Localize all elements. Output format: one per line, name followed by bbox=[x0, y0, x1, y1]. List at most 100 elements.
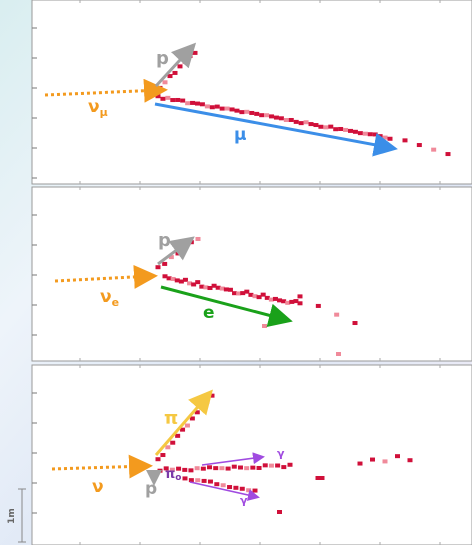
panels bbox=[31, 0, 472, 546]
hit bbox=[252, 294, 258, 299]
hit bbox=[180, 427, 186, 432]
hit bbox=[370, 457, 375, 462]
hit bbox=[275, 463, 281, 468]
hit bbox=[382, 135, 388, 140]
hit bbox=[387, 136, 393, 141]
hit bbox=[219, 466, 225, 471]
hit bbox=[180, 98, 186, 103]
hit bbox=[431, 147, 437, 152]
hit bbox=[188, 468, 194, 473]
hit bbox=[162, 261, 168, 266]
hit bbox=[213, 466, 219, 471]
hit bbox=[372, 132, 378, 137]
hit bbox=[313, 123, 319, 128]
hit bbox=[233, 485, 239, 490]
hit bbox=[293, 299, 299, 304]
hit bbox=[303, 120, 309, 125]
hit bbox=[155, 94, 161, 99]
hit bbox=[199, 284, 205, 289]
proton-arrow bbox=[157, 236, 195, 266]
neutrino-arrow bbox=[51, 454, 153, 479]
proton-label: p bbox=[156, 48, 169, 69]
hit bbox=[357, 131, 363, 136]
hit bbox=[336, 352, 341, 356]
hit bbox=[172, 70, 178, 75]
pion-label: π bbox=[164, 408, 178, 429]
hit bbox=[191, 282, 197, 287]
hit bbox=[293, 119, 299, 124]
hit bbox=[234, 108, 240, 113]
hit bbox=[264, 295, 270, 300]
hit bbox=[278, 116, 284, 121]
hit bbox=[416, 143, 422, 148]
hit bbox=[224, 106, 230, 111]
hit bbox=[229, 107, 235, 112]
photon-arrow bbox=[201, 452, 265, 466]
hit bbox=[185, 101, 191, 106]
hit bbox=[175, 433, 181, 438]
hit bbox=[259, 113, 265, 118]
hit bbox=[343, 127, 349, 132]
pion-arrow bbox=[154, 389, 213, 456]
hit bbox=[362, 131, 368, 136]
hit bbox=[162, 80, 168, 85]
hit bbox=[155, 265, 161, 270]
hit bbox=[407, 458, 413, 463]
pi0-label: πo bbox=[165, 467, 181, 483]
hit bbox=[315, 476, 321, 480]
panel bbox=[31, 0, 472, 185]
neutrino-label: νμ bbox=[88, 97, 108, 119]
hit bbox=[225, 466, 231, 471]
hit bbox=[262, 324, 267, 328]
hit bbox=[395, 454, 400, 459]
hit bbox=[269, 114, 275, 119]
hit bbox=[165, 95, 171, 100]
hit bbox=[231, 464, 237, 469]
hit bbox=[192, 50, 198, 55]
hit bbox=[166, 276, 172, 281]
hit bbox=[182, 467, 188, 472]
hit bbox=[277, 510, 282, 514]
electron-arrow bbox=[160, 285, 293, 328]
hit bbox=[232, 291, 238, 296]
hit bbox=[352, 129, 358, 134]
hit bbox=[352, 321, 358, 326]
photon-label: γ bbox=[240, 494, 248, 507]
hit bbox=[214, 482, 220, 487]
hit bbox=[162, 274, 168, 279]
hit bbox=[297, 294, 303, 299]
hit bbox=[194, 466, 200, 471]
hit bbox=[195, 236, 201, 241]
hit bbox=[281, 299, 287, 304]
hit bbox=[367, 132, 373, 137]
hit bbox=[288, 117, 294, 122]
hit bbox=[246, 488, 252, 493]
hit bbox=[157, 468, 163, 473]
hit bbox=[250, 465, 256, 470]
hit bbox=[209, 105, 215, 110]
proton-label: p bbox=[158, 230, 171, 251]
hit bbox=[244, 289, 250, 294]
hit bbox=[163, 466, 169, 471]
hit bbox=[237, 465, 243, 470]
hit bbox=[357, 461, 363, 466]
hits bbox=[152, 50, 451, 514]
hit bbox=[160, 453, 166, 458]
hit bbox=[200, 466, 206, 471]
hit bbox=[377, 134, 383, 139]
hit bbox=[165, 445, 171, 450]
hit bbox=[211, 283, 217, 288]
hit bbox=[318, 124, 324, 129]
hit bbox=[182, 60, 188, 65]
hit bbox=[155, 457, 161, 462]
panel bbox=[31, 364, 472, 546]
hit bbox=[248, 292, 254, 297]
neutrino-label: ν bbox=[92, 477, 104, 497]
hit bbox=[338, 126, 344, 131]
hit bbox=[445, 152, 451, 157]
hit bbox=[194, 101, 200, 106]
hit bbox=[170, 440, 176, 445]
hit bbox=[285, 300, 291, 305]
hit bbox=[170, 276, 176, 281]
hit bbox=[204, 104, 210, 109]
